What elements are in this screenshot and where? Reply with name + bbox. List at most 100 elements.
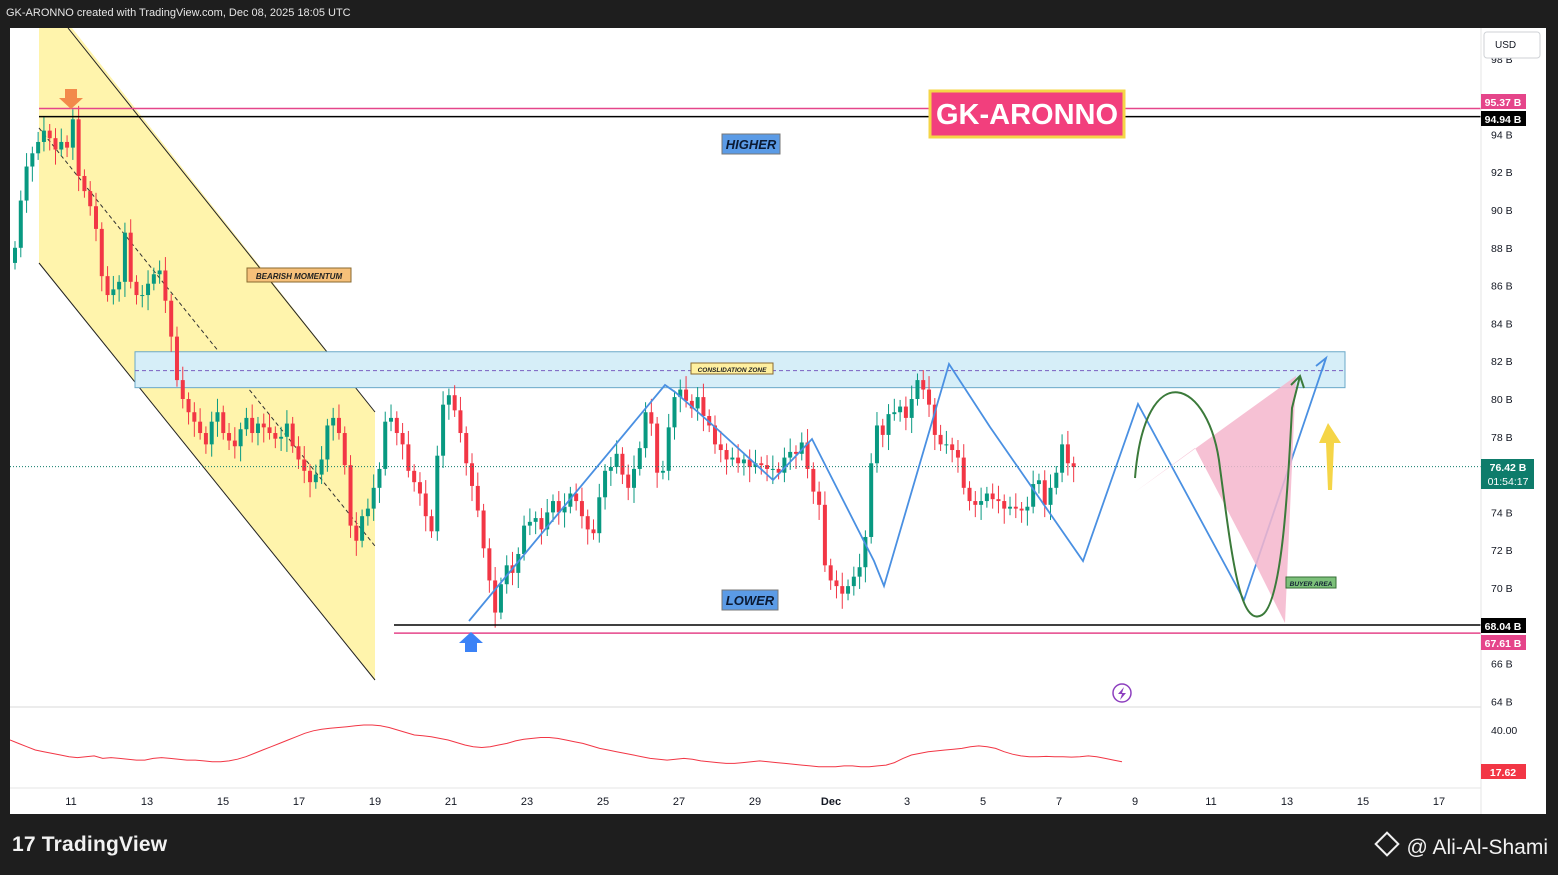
candle-body xyxy=(672,397,677,428)
currency-box[interactable] xyxy=(1483,31,1541,59)
candle xyxy=(979,487,984,520)
candle-body xyxy=(128,232,133,282)
candle xyxy=(701,383,706,432)
candle xyxy=(1019,502,1024,523)
candle xyxy=(227,423,232,451)
candle-body xyxy=(863,536,868,568)
candle-body xyxy=(458,410,463,434)
candle xyxy=(944,430,949,454)
candle-body xyxy=(1054,472,1059,488)
candle xyxy=(620,447,625,485)
candle xyxy=(493,567,498,628)
candle xyxy=(458,396,463,443)
candle xyxy=(672,390,677,440)
channel-lower-line xyxy=(38,262,376,681)
candle-body xyxy=(53,138,58,150)
candle-body xyxy=(354,525,359,541)
candle xyxy=(522,515,527,561)
up-arrow-icon xyxy=(1319,423,1341,490)
x-tick: 17 xyxy=(1433,796,1445,808)
price-label-top-pink-text: 95.37 B xyxy=(1485,97,1522,109)
candle-body xyxy=(776,468,781,473)
candle-body xyxy=(788,451,793,458)
candle xyxy=(724,443,729,475)
candle xyxy=(1054,466,1059,495)
candle-body xyxy=(1060,444,1065,473)
candle-body xyxy=(429,516,434,532)
price-label-top-pink xyxy=(1481,94,1526,109)
candle-body xyxy=(631,468,636,488)
candle-body xyxy=(93,206,98,229)
candle xyxy=(296,436,301,469)
candle-body xyxy=(712,425,717,445)
currency-label: USD xyxy=(1495,40,1516,51)
candle-body xyxy=(18,200,23,248)
candle xyxy=(805,429,810,479)
current-price-text: 76.42 B xyxy=(1490,462,1527,474)
candle xyxy=(562,493,567,528)
candle-body xyxy=(932,404,937,435)
x-tick: 11 xyxy=(1205,796,1216,808)
candle xyxy=(626,464,631,501)
candle-body xyxy=(620,453,625,475)
candle xyxy=(533,511,538,535)
candle xyxy=(863,530,868,583)
brand-title: GK-ARONNO xyxy=(936,99,1118,131)
candle xyxy=(302,446,307,484)
zone-label-box xyxy=(690,362,774,375)
candle xyxy=(215,398,220,437)
candle-body xyxy=(811,468,816,492)
candle-body xyxy=(186,399,191,413)
candle-body xyxy=(898,406,903,413)
price-chart[interactable]: 98 B94 B92 B90 B88 B86 B84 B82 B80 B78 B… xyxy=(10,28,1546,814)
candle xyxy=(817,481,822,520)
candle xyxy=(643,402,648,458)
candle-body xyxy=(961,457,966,488)
candle-body xyxy=(562,506,567,513)
candle xyxy=(59,128,64,157)
diamond-icon xyxy=(1374,831,1401,857)
candle-body xyxy=(215,412,220,422)
tradingview-logo[interactable]: 17 TradingView xyxy=(12,833,167,857)
candle-body xyxy=(516,553,521,573)
current-price-label xyxy=(1481,459,1534,489)
candle xyxy=(782,447,787,483)
candle xyxy=(313,464,318,489)
author-credit[interactable]: @ Ali-Al-Shami xyxy=(1374,831,1548,860)
candle xyxy=(776,462,781,480)
candle xyxy=(614,440,619,474)
candle xyxy=(88,181,93,216)
candle-body xyxy=(851,576,856,587)
candle xyxy=(36,131,41,160)
candle xyxy=(932,398,937,451)
candle-body xyxy=(446,395,451,405)
candle-body xyxy=(793,451,798,454)
candle-body xyxy=(70,119,75,148)
lower-label: LOWER xyxy=(726,593,775,608)
candle xyxy=(163,257,168,314)
candle-body xyxy=(105,276,110,296)
candle xyxy=(481,503,486,558)
candle-body xyxy=(626,474,631,488)
candle-body xyxy=(389,417,394,422)
candle xyxy=(279,426,284,451)
price-label-bottom-black-text: 68.04 B xyxy=(1485,621,1522,633)
price-label-top-black xyxy=(1481,111,1526,126)
candle-body xyxy=(1002,501,1007,509)
candle-body xyxy=(325,425,330,460)
candle xyxy=(117,275,122,302)
candle-body xyxy=(574,493,579,502)
candle xyxy=(551,494,556,522)
candle-body xyxy=(400,433,405,445)
candle-body xyxy=(140,295,145,297)
candle xyxy=(441,391,446,468)
candle-body xyxy=(817,491,822,505)
candle xyxy=(666,413,671,481)
candle xyxy=(950,437,955,463)
x-tick: 11 xyxy=(65,796,76,808)
candle xyxy=(718,430,723,463)
candle xyxy=(348,455,353,538)
candle xyxy=(892,398,897,421)
candle-body xyxy=(684,389,689,401)
chart-area[interactable]: 98 B 94 B 92 B 90 B 88 B 86 B 84 B 82 B 80 B 78 B… xyxy=(10,28,1546,814)
